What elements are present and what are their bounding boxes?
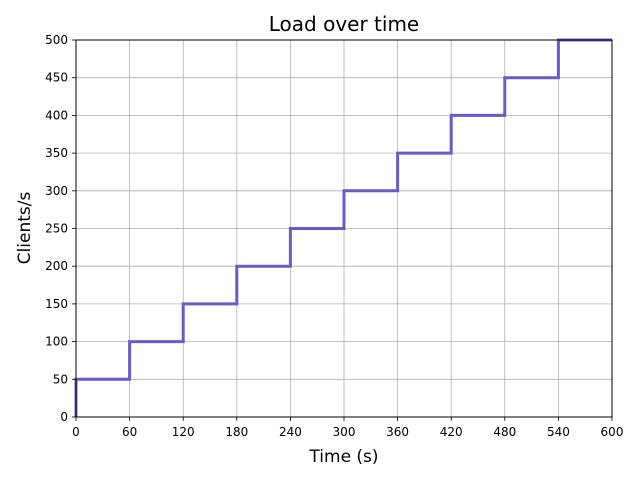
load-step-line [74, 38, 612, 417]
x-tick-label: 60 [122, 425, 137, 439]
x-tick-label: 480 [493, 425, 516, 439]
y-tick-label: 450 [45, 71, 68, 85]
y-tick-label: 250 [45, 222, 68, 236]
x-tick-label: 300 [333, 425, 356, 439]
y-tick-label: 50 [53, 372, 68, 386]
y-tick-label: 500 [45, 33, 68, 47]
x-tick-label: 240 [279, 425, 302, 439]
y-tick-label: 100 [45, 335, 68, 349]
tick-layer: 0 60 120 180 240 300 360 420 480 540 600 0 50 100 150 2… [45, 33, 623, 439]
x-axis-title: Time (s) [308, 447, 378, 467]
chart-title: Load over time [269, 12, 419, 36]
y-tick-label: 400 [45, 108, 68, 122]
x-tick-label: 540 [547, 425, 570, 439]
x-tick-label: 600 [601, 425, 624, 439]
x-tick-label: 420 [440, 425, 463, 439]
x-tick-label: 360 [386, 425, 409, 439]
series-layer [74, 38, 612, 417]
x-tick-label: 180 [225, 425, 248, 439]
y-axis-title: Clients/s [15, 192, 35, 265]
x-tick-label: 0 [72, 425, 80, 439]
x-tick-label: 120 [172, 425, 195, 439]
y-tick-label: 0 [60, 410, 68, 424]
y-tick-label: 350 [45, 146, 68, 160]
y-tick-label: 150 [45, 297, 68, 311]
y-tick-label: 200 [45, 259, 68, 273]
y-tick-label: 300 [45, 184, 68, 198]
